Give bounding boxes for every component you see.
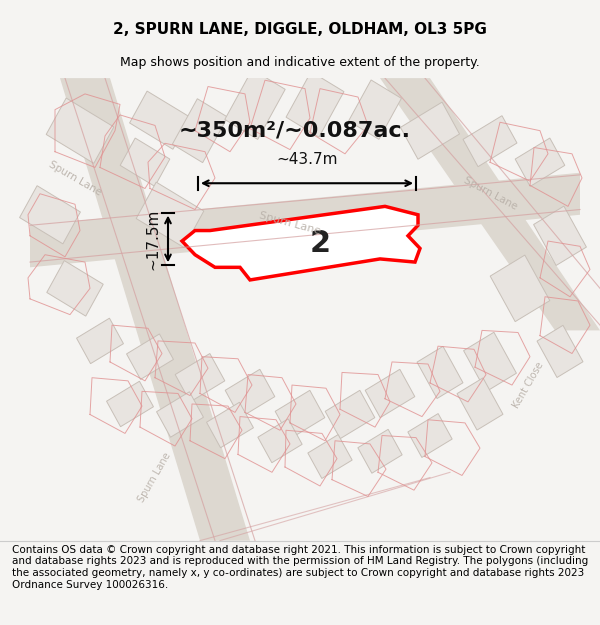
Text: Spurn Lane: Spurn Lane (461, 176, 518, 212)
Polygon shape (46, 98, 114, 163)
Polygon shape (464, 332, 517, 392)
Polygon shape (400, 102, 460, 159)
Polygon shape (308, 434, 352, 479)
Text: Spurn Lane: Spurn Lane (137, 451, 173, 504)
Polygon shape (120, 138, 170, 186)
Text: Map shows position and indicative extent of the property.: Map shows position and indicative extent… (120, 56, 480, 69)
Polygon shape (358, 429, 402, 473)
Text: Spurn Lane: Spurn Lane (258, 210, 322, 236)
Polygon shape (206, 402, 253, 448)
Polygon shape (225, 369, 275, 418)
Polygon shape (286, 72, 344, 137)
Polygon shape (175, 354, 225, 402)
Text: ~17.5m: ~17.5m (145, 208, 160, 269)
Text: ~43.7m: ~43.7m (276, 152, 338, 168)
Polygon shape (380, 78, 600, 331)
Polygon shape (408, 414, 452, 458)
Polygon shape (457, 378, 503, 430)
Text: ~350m²/~0.087ac.: ~350m²/~0.087ac. (179, 121, 411, 141)
Polygon shape (275, 391, 325, 439)
Polygon shape (515, 138, 565, 186)
Polygon shape (349, 80, 401, 139)
Polygon shape (182, 206, 420, 280)
Polygon shape (60, 78, 250, 541)
Polygon shape (537, 326, 583, 378)
Polygon shape (127, 334, 173, 379)
Text: 2, SPURN LANE, DIGGLE, OLDHAM, OL3 5PG: 2, SPURN LANE, DIGGLE, OLDHAM, OL3 5PG (113, 22, 487, 37)
Polygon shape (157, 392, 203, 438)
Polygon shape (490, 255, 550, 322)
Polygon shape (107, 381, 154, 427)
Polygon shape (463, 116, 517, 167)
Polygon shape (30, 173, 580, 268)
Polygon shape (258, 419, 302, 462)
Polygon shape (365, 369, 415, 418)
Polygon shape (172, 99, 227, 162)
Text: Spurn Lane: Spurn Lane (47, 159, 103, 197)
Polygon shape (325, 391, 375, 439)
Text: 2: 2 (310, 229, 331, 258)
Text: Contains OS data © Crown copyright and database right 2021. This information is : Contains OS data © Crown copyright and d… (12, 545, 588, 589)
Polygon shape (136, 182, 204, 248)
Polygon shape (225, 69, 285, 139)
Text: Kent Close: Kent Close (511, 360, 545, 410)
Polygon shape (417, 346, 463, 399)
Polygon shape (77, 318, 124, 364)
Polygon shape (20, 186, 80, 244)
Polygon shape (533, 206, 586, 266)
Polygon shape (130, 91, 190, 149)
Polygon shape (47, 261, 103, 316)
